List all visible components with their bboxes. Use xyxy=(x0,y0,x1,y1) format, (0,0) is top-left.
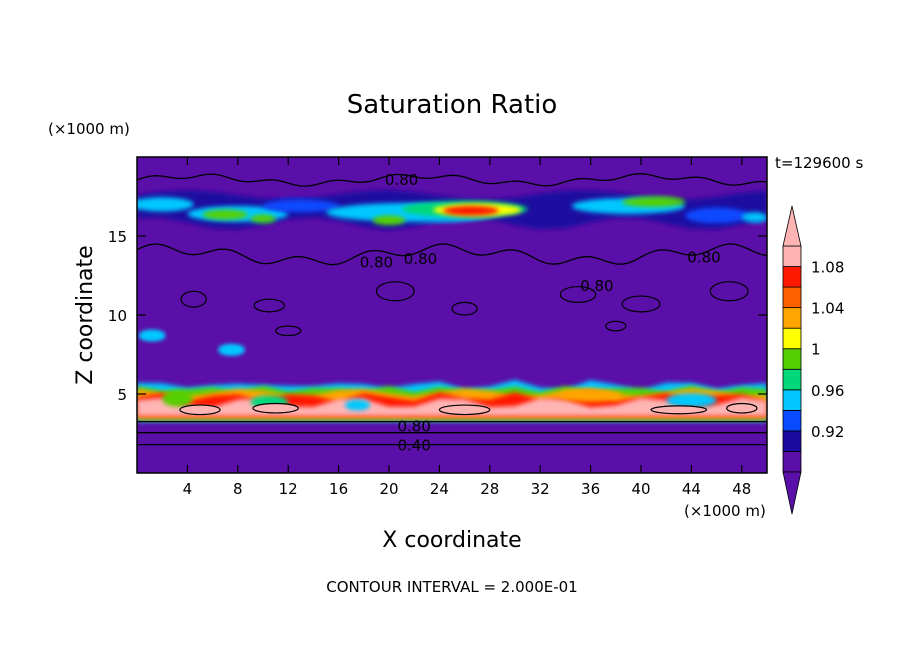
contour-closed xyxy=(253,298,286,313)
x-tick-label: 4 xyxy=(183,480,193,498)
contour-supersaturated xyxy=(650,405,708,415)
contour-closed xyxy=(180,290,207,308)
y-tick-label: 5 xyxy=(117,386,127,404)
colorbar-segment xyxy=(782,348,802,370)
colorbar-high-extension xyxy=(782,205,802,247)
contour-closed xyxy=(621,295,661,313)
contour-label: 0.80 xyxy=(385,171,418,189)
low-layer-patch xyxy=(666,393,717,408)
x-tick-label: 8 xyxy=(233,480,243,498)
colorbar-label: 1 xyxy=(811,341,821,359)
field-layer xyxy=(137,190,767,422)
colorbar-segment xyxy=(782,368,802,391)
contour-label: 0.40 xyxy=(397,437,430,455)
x-tick-label: 44 xyxy=(682,480,701,498)
upper-band-highlight xyxy=(137,197,194,212)
x-tick-label: 20 xyxy=(379,480,398,498)
colorbar-segment xyxy=(782,327,802,350)
upper-band-highlight xyxy=(741,212,767,222)
y-tick-label: 10 xyxy=(108,307,127,325)
contour-closed xyxy=(605,320,627,332)
upper-band-highlight xyxy=(622,197,686,207)
contour-label-layer: 0.800.80 0.800.800.800.800.40 xyxy=(360,171,721,454)
contour-label: 0.80 xyxy=(404,250,437,268)
x-axis-ticks: 4 8 12 16 20 24 28 32 36 40 44 48 xyxy=(183,157,751,498)
contour-0.80-top xyxy=(137,173,767,187)
y-axis-unit: (×1000 m) xyxy=(48,120,130,138)
contour-0.80-upper xyxy=(137,243,767,266)
low-layer-patch xyxy=(344,399,371,411)
contour-supersaturated xyxy=(438,404,491,416)
contour-interval-footnote: CONTOUR INTERVAL = 2.000E-01 xyxy=(326,578,577,596)
contour-closed xyxy=(375,281,415,302)
upper-band-highlight xyxy=(685,207,749,224)
contour-supersaturated xyxy=(726,402,758,414)
contour-label: 0.80 xyxy=(397,418,430,436)
y-tick-label: 15 xyxy=(108,228,127,246)
colorbar-low-extension xyxy=(782,471,802,515)
time-label: t=129600 s xyxy=(775,154,863,172)
colorbar-label: 0.92 xyxy=(811,423,844,441)
colorbar-segment xyxy=(782,266,802,288)
x-tick-label: 12 xyxy=(279,480,298,498)
x-axis-unit: (×1000 m) xyxy=(684,502,766,520)
upper-band-highlight xyxy=(263,199,339,213)
contour-closed xyxy=(275,325,302,337)
x-tick-label: 16 xyxy=(329,480,348,498)
contour-closed xyxy=(451,301,478,316)
colorbar-segment xyxy=(782,245,802,267)
colorbar: 0.92 0.96 1 1.04 1.08 xyxy=(782,205,844,515)
upper-band-highlight xyxy=(218,345,245,355)
contour-layer xyxy=(137,173,767,446)
colorbar-segment xyxy=(782,307,802,329)
colorbar-label: 0.96 xyxy=(811,382,844,400)
x-tick-label: 48 xyxy=(732,480,751,498)
x-tick-label: 24 xyxy=(430,480,449,498)
x-tick-label: 40 xyxy=(631,480,650,498)
x-tick-label: 32 xyxy=(531,480,550,498)
y-axis-ticks: 5 10 15 xyxy=(108,228,767,404)
plot-area: 0.800.80 0.800.800.800.800.40 xyxy=(136,156,768,474)
contour-closed xyxy=(559,285,597,303)
colorbar-segment xyxy=(782,430,802,452)
contour-supersaturated xyxy=(252,402,299,414)
upper-band-highlight xyxy=(250,214,276,223)
low-layer-patch xyxy=(559,389,623,402)
colorbar-segment xyxy=(782,389,802,411)
low-layer-patch xyxy=(162,390,193,407)
contour-closed xyxy=(709,281,749,302)
colorbar-segment xyxy=(782,451,802,473)
x-tick-label: 36 xyxy=(581,480,600,498)
upper-band-highlight xyxy=(443,205,499,216)
colorbar-segment xyxy=(782,286,802,309)
y-axis-title: Z coordinate xyxy=(73,245,98,384)
contour-supersaturated xyxy=(179,404,221,416)
upper-band-highlight xyxy=(139,330,165,341)
upper-band-highlight xyxy=(372,215,406,225)
upper-band-highlight xyxy=(202,209,248,220)
contour-label: 0.80 xyxy=(580,277,613,295)
contour-label: 0.80 xyxy=(360,253,393,271)
colorbar-label: 1.08 xyxy=(811,259,844,277)
contour-label: 0.80 xyxy=(687,249,720,267)
chart-title: Saturation Ratio xyxy=(347,90,558,120)
colorbar-label: 1.04 xyxy=(811,300,844,318)
x-tick-label: 28 xyxy=(480,480,499,498)
colorbar-segment xyxy=(782,409,802,432)
x-axis-title: X coordinate xyxy=(382,528,521,553)
